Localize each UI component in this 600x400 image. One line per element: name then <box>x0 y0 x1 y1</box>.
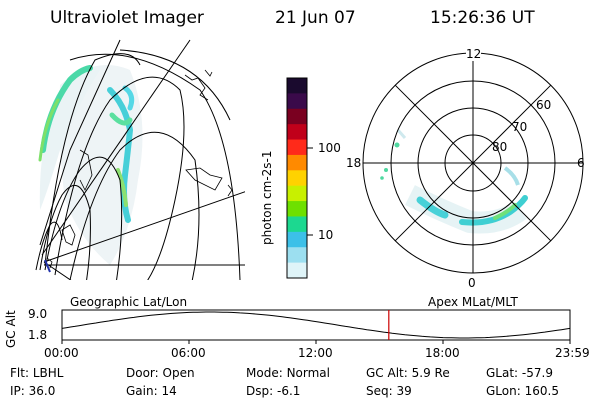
timeline-axis-label: GC Alt <box>4 310 18 348</box>
x-tick-0000: 00:00 <box>44 346 79 360</box>
status-dsp: Dsp: -6.1 <box>246 384 301 398</box>
mlt-label-0: 0 <box>468 276 476 290</box>
colorbar-segment <box>287 185 307 202</box>
x-tick-2359: 23:59 <box>555 346 590 360</box>
colorbar-segment <box>287 139 307 156</box>
altitude-timeline <box>61 309 571 344</box>
colorbar-tick-100: 100 <box>318 141 341 155</box>
mlt-label-18: 18 <box>346 156 362 170</box>
mlat-label-70: 70 <box>512 120 528 134</box>
mlt-label-12: 12 <box>466 47 482 61</box>
colorbar-segment <box>287 216 307 233</box>
status-mode: Mode: Normal <box>246 366 330 380</box>
status-gain: Gain: 14 <box>126 384 177 398</box>
colorbar-segment <box>287 124 307 141</box>
mlat-label-60: 60 <box>536 98 552 112</box>
colorbar-segment <box>287 201 307 217</box>
observation-date: 21 Jun 07 <box>275 8 356 28</box>
status-door: Door: Open <box>126 366 195 380</box>
mlat-label-80: 80 <box>492 140 508 154</box>
observation-time: 15:26:36 UT <box>430 8 535 28</box>
x-tick-0600: 06:00 <box>171 346 206 360</box>
colorbar-segment <box>287 108 307 125</box>
y-tick-min: 1.8 <box>28 328 48 342</box>
colorbar-segment <box>287 154 307 171</box>
status-seq: Seq: 39 <box>366 384 412 398</box>
x-tick-1200: 12:00 <box>298 346 333 360</box>
status-glon: GLon: 160.5 <box>486 384 559 398</box>
status-gc-alt: GC Alt: 5.9 Re <box>366 366 450 380</box>
timeline-left-title: Geographic Lat/Lon <box>70 295 188 309</box>
colorbar <box>287 78 307 279</box>
colorbar-segment <box>287 262 307 279</box>
colorbar-unit-label: photon cm-2s-1 <box>260 150 274 246</box>
y-tick-max: 9.0 <box>28 307 48 321</box>
colorbar-segment <box>287 247 307 264</box>
colorbar-segment <box>287 78 307 94</box>
colorbar-segment <box>287 93 307 110</box>
status-filter: Flt: LBHL <box>10 366 64 380</box>
mlt-label-6: 6 <box>577 156 585 170</box>
colorbar-tick-10: 10 <box>318 228 334 242</box>
instrument-title: Ultraviolet Imager <box>50 8 204 28</box>
status-glat: GLat: -57.9 <box>486 366 553 380</box>
status-ip: IP: 36.0 <box>10 384 56 398</box>
polar-plot <box>362 52 584 274</box>
map-projection <box>35 39 245 280</box>
timeline-right-title: Apex MLat/MLT <box>428 295 518 309</box>
colorbar-segment <box>287 231 307 248</box>
colorbar-segment <box>287 170 307 187</box>
x-tick-1800: 18:00 <box>425 346 460 360</box>
